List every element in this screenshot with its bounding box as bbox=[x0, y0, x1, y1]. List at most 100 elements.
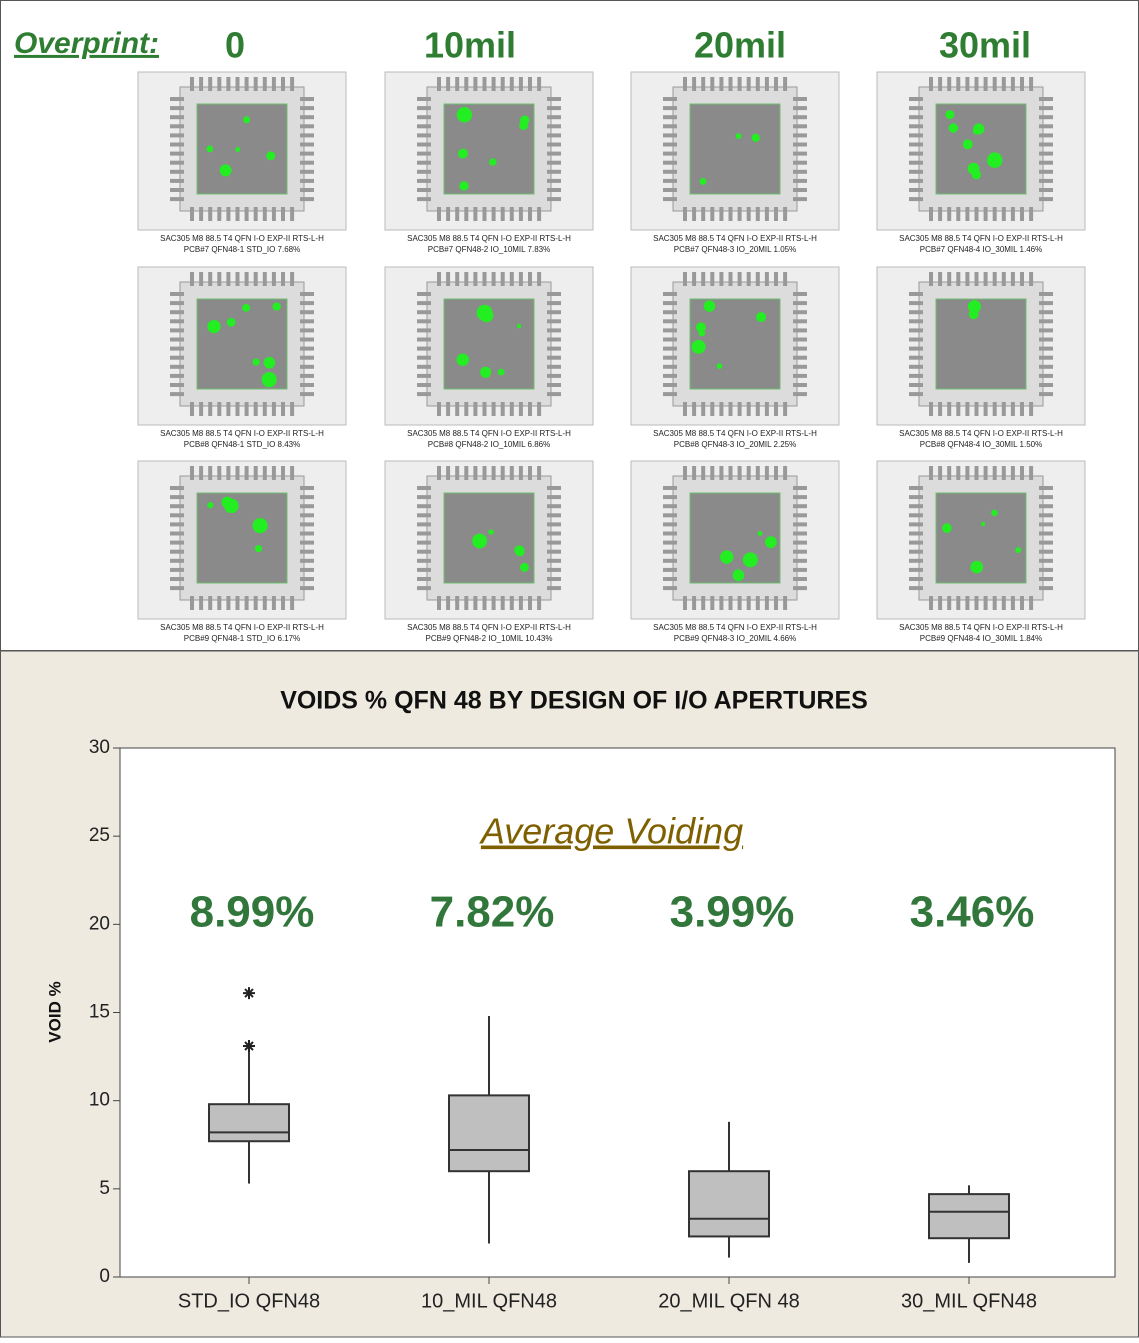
pin bbox=[417, 115, 431, 119]
void bbox=[520, 563, 529, 572]
pin bbox=[217, 77, 221, 91]
pin bbox=[473, 272, 477, 286]
pin bbox=[464, 402, 468, 416]
pin bbox=[547, 513, 561, 517]
pin bbox=[756, 77, 760, 91]
pin bbox=[417, 179, 431, 183]
void bbox=[273, 302, 281, 310]
pin bbox=[492, 207, 496, 221]
pin bbox=[756, 402, 760, 416]
pin bbox=[170, 133, 184, 137]
pin bbox=[547, 504, 561, 508]
pin bbox=[464, 272, 468, 286]
pin bbox=[300, 115, 314, 119]
pin bbox=[1020, 272, 1024, 286]
x-tick-label: 30_MIL QFN48 bbox=[901, 1290, 1037, 1312]
pin bbox=[300, 170, 314, 174]
pin bbox=[300, 143, 314, 147]
box bbox=[689, 1171, 769, 1236]
pin bbox=[1039, 568, 1053, 572]
pin bbox=[236, 402, 240, 416]
pin bbox=[683, 466, 687, 480]
pin bbox=[300, 188, 314, 192]
image-caption: PCB#8 QFN48-1 STD_IO 8.43% bbox=[184, 440, 301, 449]
pin bbox=[547, 495, 561, 499]
pin bbox=[1011, 77, 1015, 91]
pin bbox=[519, 402, 523, 416]
pin bbox=[774, 402, 778, 416]
pin bbox=[1039, 559, 1053, 563]
pin bbox=[793, 197, 807, 201]
pin bbox=[492, 402, 496, 416]
pin bbox=[272, 272, 276, 286]
pin bbox=[909, 550, 923, 554]
pin bbox=[510, 402, 514, 416]
pin bbox=[1039, 188, 1053, 192]
pin bbox=[510, 466, 514, 480]
pin bbox=[719, 272, 723, 286]
pin bbox=[547, 486, 561, 490]
pin bbox=[975, 207, 979, 221]
pin bbox=[1039, 504, 1053, 508]
void bbox=[991, 510, 997, 516]
pin bbox=[909, 115, 923, 119]
pin bbox=[710, 466, 714, 480]
column-header: 0 bbox=[225, 25, 245, 66]
pin bbox=[446, 272, 450, 286]
pin bbox=[170, 550, 184, 554]
pin bbox=[975, 402, 979, 416]
y-tick-label: 5 bbox=[99, 1178, 110, 1199]
pin bbox=[938, 466, 942, 480]
void bbox=[698, 330, 705, 337]
pin bbox=[510, 596, 514, 610]
pin bbox=[783, 77, 787, 91]
pin bbox=[300, 392, 314, 396]
pin bbox=[300, 365, 314, 369]
void bbox=[758, 531, 763, 536]
pin bbox=[1002, 77, 1006, 91]
pin bbox=[738, 77, 742, 91]
y-tick-label: 25 bbox=[89, 825, 110, 846]
image-caption: SAC305 M8 88.5 T4 QFN I-O EXP-II RTS-L-H bbox=[407, 429, 571, 438]
xray-image bbox=[877, 72, 1085, 230]
pin bbox=[938, 77, 942, 91]
pin bbox=[909, 97, 923, 101]
pin bbox=[537, 596, 541, 610]
pin bbox=[446, 77, 450, 91]
pin bbox=[473, 466, 477, 480]
pin bbox=[793, 310, 807, 314]
pin bbox=[756, 596, 760, 610]
void bbox=[262, 372, 277, 387]
pin bbox=[965, 207, 969, 221]
pin bbox=[208, 596, 212, 610]
void bbox=[472, 534, 487, 549]
pin bbox=[170, 170, 184, 174]
pin bbox=[719, 77, 723, 91]
pin bbox=[729, 272, 733, 286]
pin bbox=[208, 207, 212, 221]
pin bbox=[492, 596, 496, 610]
void bbox=[243, 116, 250, 123]
void bbox=[704, 300, 715, 311]
pin bbox=[729, 207, 733, 221]
pin bbox=[793, 179, 807, 183]
pin bbox=[245, 466, 249, 480]
pin bbox=[263, 77, 267, 91]
pin bbox=[663, 124, 677, 128]
pin bbox=[437, 596, 441, 610]
pin bbox=[455, 272, 459, 286]
void bbox=[700, 178, 707, 185]
pin bbox=[947, 596, 951, 610]
pin bbox=[528, 77, 532, 91]
void bbox=[720, 550, 733, 563]
chart-title: VOIDS % QFN 48 BY DESIGN OF I/O APERTURE… bbox=[280, 687, 868, 715]
pin bbox=[263, 466, 267, 480]
pin bbox=[909, 586, 923, 590]
pin bbox=[701, 402, 705, 416]
pin bbox=[217, 207, 221, 221]
pin bbox=[793, 161, 807, 165]
image-caption: SAC305 M8 88.5 T4 QFN I-O EXP-II RTS-L-H bbox=[899, 429, 1063, 438]
void bbox=[942, 523, 952, 533]
pin bbox=[984, 596, 988, 610]
pin bbox=[300, 97, 314, 101]
